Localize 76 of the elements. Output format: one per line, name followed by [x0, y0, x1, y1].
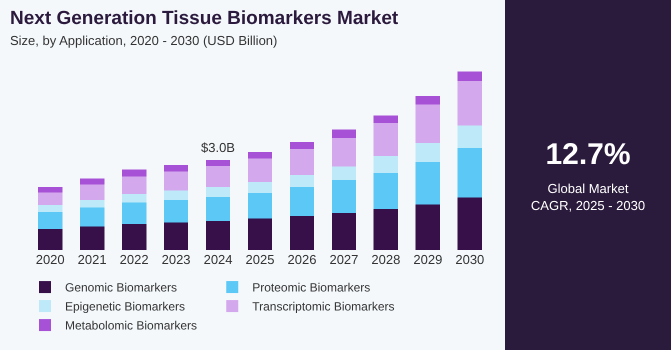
- bar: [164, 200, 188, 222]
- bar: [248, 218, 272, 250]
- bar: [206, 197, 230, 222]
- bar: [206, 166, 230, 188]
- bar: [332, 138, 356, 167]
- bar: [416, 96, 440, 105]
- bar: [374, 172, 398, 210]
- bar: [122, 170, 146, 176]
- bar: [80, 178, 104, 184]
- annotation: $3.0B: [201, 140, 235, 155]
- legend-label: Proteomic Biomarkers: [252, 280, 370, 295]
- x-tick-label: 2020: [36, 252, 65, 267]
- bar: [458, 71, 482, 81]
- bar: [122, 194, 146, 203]
- bar: [332, 212, 356, 250]
- bar: [290, 174, 314, 188]
- bar: [458, 148, 482, 198]
- bar: [248, 158, 272, 182]
- bar: [38, 205, 62, 212]
- chart-subtitle: Size, by Application, 2020 - 2030 (USD Billion): [10, 33, 278, 48]
- legend-label: Metabolomic Biomarkers: [65, 318, 198, 333]
- bar: [332, 180, 356, 213]
- bar: [80, 200, 104, 208]
- bar: [290, 216, 314, 250]
- x-tick-label: 2029: [413, 252, 442, 267]
- bar: [80, 184, 104, 200]
- text: 12.7%: [544, 138, 632, 172]
- bar: [332, 130, 356, 138]
- bar: [248, 152, 272, 159]
- legend-label: Transcriptomic Biomarkers: [252, 300, 394, 314]
- x-tick-label: 2027: [329, 252, 358, 267]
- bar: [164, 190, 188, 200]
- bar: [164, 222, 188, 250]
- bar: [206, 187, 230, 198]
- bar: [458, 197, 482, 250]
- bar: [458, 80, 482, 126]
- bar: [458, 126, 482, 148]
- bar: [80, 208, 104, 227]
- chart-title: Next Generation Tissue Biomarkers Market: [10, 8, 398, 30]
- bar: [290, 149, 314, 175]
- x-tick-label: 2021: [78, 252, 107, 267]
- bar: [38, 212, 62, 230]
- x-tick-label: 2030: [455, 252, 484, 267]
- bar: [416, 162, 440, 205]
- bar: [290, 142, 314, 150]
- bar: [122, 224, 146, 250]
- bar: [38, 229, 62, 250]
- bar: [416, 204, 440, 250]
- bar: [374, 115, 398, 123]
- bar: [290, 187, 314, 216]
- bar: [416, 143, 440, 162]
- bar: [206, 160, 230, 166]
- legend-label: Epigenetic Biomarkers: [65, 300, 186, 314]
- bar: [248, 182, 272, 194]
- legend-label: Genomic Biomarkers: [65, 280, 178, 295]
- x-tick-label: 2024: [204, 252, 232, 267]
- bar: [374, 156, 398, 173]
- bar: [206, 221, 230, 250]
- bar: [374, 209, 398, 250]
- bar: [38, 192, 62, 206]
- x-tick-label: 2026: [288, 252, 316, 267]
- x-tick-label: 2022: [120, 252, 149, 267]
- x-tick-label: 2025: [246, 252, 274, 267]
- bar: [122, 202, 146, 224]
- x-tick-label: 2028: [371, 252, 400, 267]
- bar: [248, 193, 272, 219]
- bar: [374, 122, 398, 156]
- bar: [38, 187, 62, 192]
- bar: [80, 226, 104, 250]
- bar: [416, 104, 440, 144]
- bar: [164, 164, 188, 172]
- x-tick-label: 2023: [162, 252, 191, 267]
- bar: [164, 172, 188, 191]
- text: Global Market CAGR, 2025 - 2030: [530, 180, 646, 214]
- bar: [332, 166, 356, 180]
- bar: [122, 176, 146, 194]
